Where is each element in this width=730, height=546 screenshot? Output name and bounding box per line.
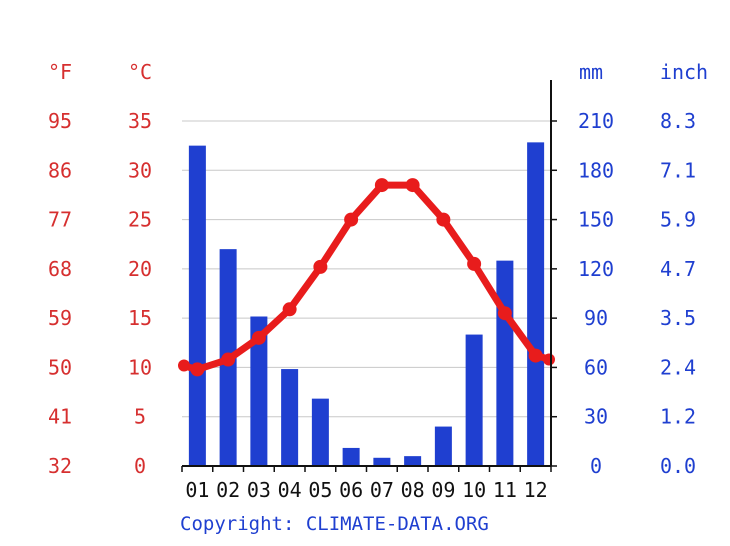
fahrenheit-tick-label: 32 — [48, 454, 72, 478]
precip-bar — [311, 398, 329, 466]
temperature-point — [405, 178, 420, 193]
x-tick-label: 01 — [185, 478, 209, 502]
x-tick-label: 02 — [216, 478, 240, 502]
x-tick-label: 07 — [370, 478, 394, 502]
precip-bar — [496, 260, 514, 466]
precip-bar — [527, 142, 545, 466]
fahrenheit-tick-label: 50 — [48, 355, 72, 379]
celsius-tick-label: 5 — [134, 405, 146, 429]
temperature-line — [178, 178, 555, 377]
temperature-point — [344, 212, 359, 227]
inch-tick-label: 7.1 — [660, 158, 696, 182]
fahrenheit-tick-label: 77 — [48, 208, 72, 232]
celsius-tick-label: 0 — [134, 454, 146, 478]
fahrenheit-tick-label: 41 — [48, 405, 72, 429]
inch-unit-label: inch — [660, 60, 708, 84]
fahrenheit-tick-label: 86 — [48, 158, 72, 182]
celsius-tick-label: 25 — [128, 208, 152, 232]
axis-labels: °F °C mm inch958677685950413235302520151050… — [48, 60, 708, 502]
precip-bar — [404, 456, 422, 466]
x-tick-label: 12 — [524, 478, 548, 502]
mm-tick-label: 120 — [578, 257, 614, 281]
x-tick-label: 03 — [247, 478, 271, 502]
inch-tick-label: 8.3 — [660, 109, 696, 133]
precip-bar — [373, 457, 391, 466]
mm-tick-label: 60 — [584, 355, 608, 379]
precipitation-bars — [188, 142, 545, 466]
x-tick-label: 09 — [431, 478, 455, 502]
precip-bar — [434, 426, 452, 466]
mm-tick-label: 90 — [584, 306, 608, 330]
temperature-point — [436, 212, 451, 227]
inch-tick-label: 5.9 — [660, 208, 696, 232]
celsius-tick-label: 15 — [128, 306, 152, 330]
temperature-point — [528, 348, 543, 363]
inch-tick-label: 4.7 — [660, 257, 696, 281]
x-tick-label: 11 — [493, 478, 517, 502]
inch-tick-label: 1.2 — [660, 405, 696, 429]
temperature-point — [178, 359, 190, 372]
copyright-text: Copyright: CLIMATE-DATA.ORG — [180, 513, 489, 535]
inch-tick-label: 0.0 — [660, 454, 696, 478]
temperature-point — [221, 352, 236, 367]
inch-tick-label: 2.4 — [660, 355, 696, 379]
temperature-point — [374, 178, 389, 193]
fahrenheit-unit-label: °F — [48, 60, 72, 84]
precip-bar — [250, 316, 268, 466]
mm-tick-label: 0 — [590, 454, 602, 478]
gridlines — [182, 120, 551, 418]
x-tick-label: 05 — [308, 478, 332, 502]
x-tick-label: 08 — [401, 478, 425, 502]
celsius-unit-label: °C — [128, 60, 152, 84]
x-tick-label: 10 — [462, 478, 486, 502]
mm-unit-label: mm — [579, 60, 603, 84]
temperature-point — [313, 259, 328, 274]
temperature-path — [178, 181, 555, 373]
fahrenheit-tick-label: 68 — [48, 257, 72, 281]
precip-bar — [188, 145, 206, 466]
temperature-point — [251, 330, 266, 345]
mm-tick-label: 180 — [578, 158, 614, 182]
inch-tick-label: 3.5 — [660, 306, 696, 330]
temperature-point — [190, 362, 205, 377]
precip-bar — [342, 447, 360, 466]
celsius-tick-label: 20 — [128, 257, 152, 281]
celsius-tick-label: 10 — [128, 355, 152, 379]
mm-tick-label: 30 — [584, 405, 608, 429]
celsius-tick-label: 30 — [128, 158, 152, 182]
precip-bar — [465, 334, 483, 466]
axes — [181, 80, 557, 472]
mm-tick-label: 210 — [578, 109, 614, 133]
temperature-point — [282, 302, 297, 317]
mm-tick-label: 150 — [578, 208, 614, 232]
x-tick-label: 04 — [278, 478, 302, 502]
precip-bar — [281, 369, 299, 466]
celsius-tick-label: 35 — [128, 109, 152, 133]
x-tick-label: 06 — [339, 478, 363, 502]
fahrenheit-tick-label: 95 — [48, 109, 72, 133]
temperature-point — [543, 353, 555, 366]
fahrenheit-tick-label: 59 — [48, 306, 72, 330]
temperature-point — [467, 256, 482, 271]
temperature-point — [497, 306, 512, 321]
